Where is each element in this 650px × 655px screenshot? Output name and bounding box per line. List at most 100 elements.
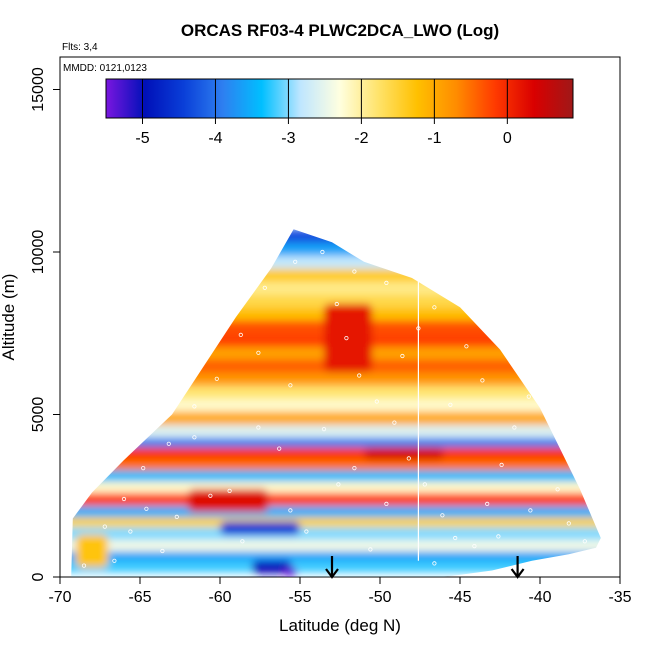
data-point — [214, 376, 219, 381]
heatmap-layer — [71, 411, 601, 425]
data-point — [112, 558, 117, 563]
data-point — [422, 482, 427, 487]
data-point — [384, 280, 389, 285]
data-point — [256, 350, 261, 355]
colorbar-gradient — [105, 78, 574, 119]
data-point — [304, 529, 309, 534]
data-point — [582, 539, 587, 544]
data-point — [392, 420, 397, 425]
data-point — [321, 426, 327, 432]
y-axis: 0 5000 10000 15000 — [30, 67, 60, 581]
data-point — [144, 506, 149, 511]
data-point — [368, 547, 373, 552]
data-point — [192, 404, 197, 409]
heatmap-layer — [71, 560, 601, 573]
heatmap-layer — [71, 281, 601, 295]
data-point — [121, 496, 127, 502]
colorbar-ticks: -5 -4 -3 -2 -1 0 — [135, 79, 512, 147]
plot-frame — [59, 56, 621, 578]
heatmap-layer — [71, 469, 601, 482]
x-tick-label: -40 — [528, 589, 551, 606]
y-tick-label: 10000 — [30, 230, 47, 275]
heatmap-layer — [71, 268, 601, 282]
data-point — [440, 513, 445, 518]
x-tick-label: -50 — [368, 589, 391, 606]
x-axis-label: Latitude (deg N) — [279, 616, 401, 635]
data-point — [485, 501, 490, 506]
data-point — [160, 548, 165, 554]
x-tick-label: -55 — [288, 589, 311, 606]
heatmap-layer — [71, 551, 601, 562]
colorbar-tick-label: -3 — [281, 130, 295, 147]
heatmap-layer — [71, 458, 601, 471]
data-point — [374, 399, 379, 404]
colorbar-tick-label: -1 — [427, 130, 441, 147]
y-tick-label: 0 — [30, 572, 47, 581]
data-point — [238, 332, 243, 337]
heatmap-layer — [71, 372, 601, 386]
data-point — [555, 487, 560, 492]
observation-points — [81, 249, 587, 568]
data-point — [174, 514, 179, 520]
data-point — [352, 269, 357, 274]
data-point — [336, 482, 341, 487]
heatmap-field — [71, 229, 601, 577]
heatmap-patch — [220, 521, 300, 535]
data-point — [541, 366, 546, 372]
y-axis-label: Altitude (m) — [0, 274, 18, 361]
heatmap-layer — [71, 481, 601, 493]
data-point — [128, 529, 133, 534]
data-point — [384, 501, 389, 506]
data-point — [472, 543, 477, 549]
heatmap-layer — [71, 229, 601, 243]
heatmap-layer — [71, 492, 601, 506]
heatmap-patch — [188, 489, 268, 512]
colorbar: -5 -4 -3 -2 -1 0 — [105, 78, 574, 147]
heatmap-patch — [364, 447, 444, 460]
data-point — [512, 425, 517, 430]
data-point — [102, 524, 107, 529]
data-point — [453, 535, 458, 541]
flights-note: Flts: 3,4 — [62, 42, 98, 53]
data-point — [406, 456, 411, 461]
colorbar-tick-label: -4 — [208, 130, 222, 147]
data-point — [357, 373, 362, 378]
data-point — [526, 394, 531, 399]
data-point — [432, 561, 437, 566]
data-point — [288, 383, 293, 388]
y-tick-label: 15000 — [30, 67, 47, 112]
heatmap-layer — [71, 447, 601, 459]
colorbar-tick-label: 0 — [503, 130, 512, 147]
heatmap-layer — [71, 398, 601, 412]
data-point — [448, 402, 453, 407]
heatmap-layer — [71, 539, 601, 552]
x-tick-label: -65 — [128, 589, 151, 606]
x-tick-label: -60 — [208, 589, 231, 606]
data-point — [464, 344, 469, 349]
data-point — [499, 462, 504, 467]
date-note: MMDD: 0121,0123 — [63, 63, 147, 74]
heatmap-layer — [71, 242, 601, 256]
data-point — [566, 521, 571, 526]
heatmap-layer — [71, 526, 601, 541]
x-tick-label: -70 — [48, 589, 71, 606]
heatmap-patch — [284, 567, 297, 577]
data-point — [166, 441, 171, 446]
data-point — [240, 539, 245, 544]
heatmap-layer — [71, 424, 601, 438]
colorbar-tick-label: -2 — [354, 130, 368, 147]
heatmap-layers — [71, 229, 601, 577]
heatmap-patch — [252, 560, 292, 574]
heatmap-layer — [71, 437, 601, 448]
x-axis: -70 -65 -60 -55 -50 -45 -40 -35 — [48, 577, 632, 606]
data-point — [432, 305, 437, 310]
data-point — [496, 534, 501, 539]
arrow-head — [510, 568, 525, 579]
data-point — [344, 335, 349, 341]
heatmap-patch — [76, 534, 108, 568]
data-point — [352, 465, 357, 471]
data-point — [334, 301, 339, 307]
data-point — [528, 508, 533, 513]
heatmap-layer — [71, 255, 601, 269]
